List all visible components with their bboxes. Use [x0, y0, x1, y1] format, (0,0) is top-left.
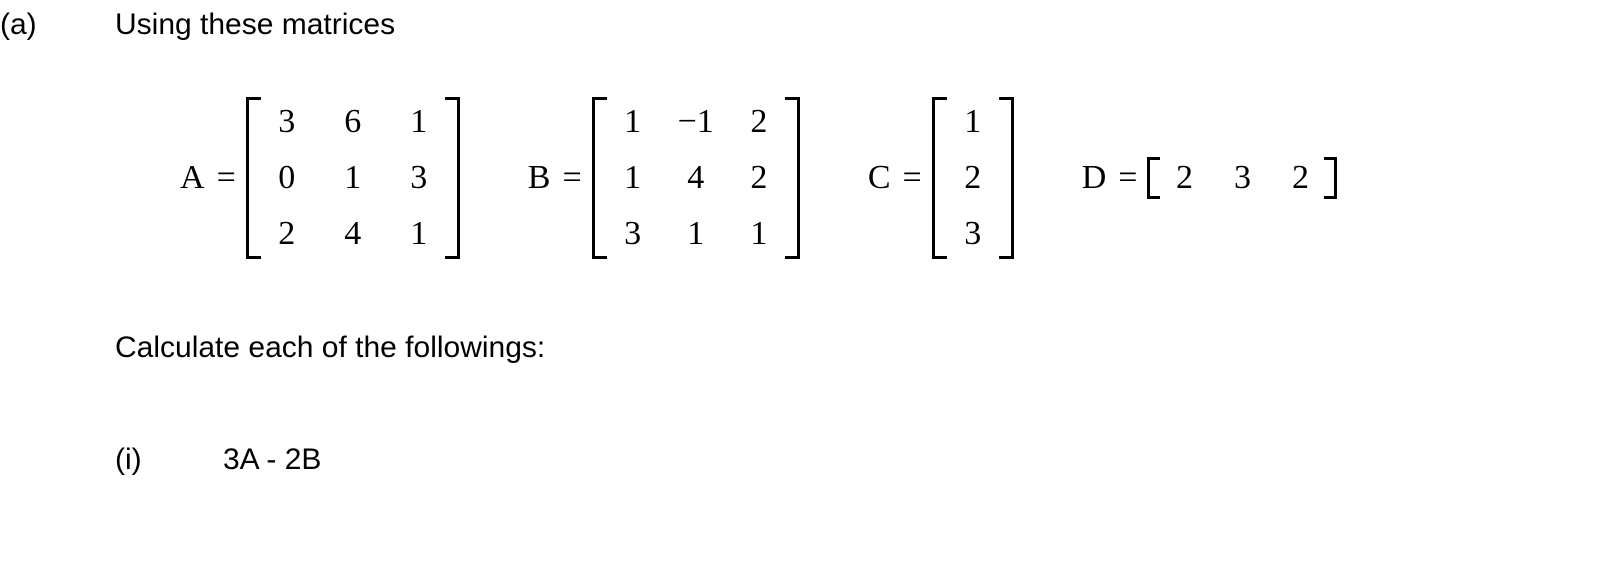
matrix-cell: 3	[404, 161, 434, 195]
matrix-D-name: D	[1082, 159, 1107, 197]
matrices-row: A = 361013241 B = 1−12142311 C = 123 D =…	[180, 97, 1619, 259]
subpart-label: (i)	[115, 443, 183, 477]
matrix-cell: 1	[404, 217, 434, 251]
matrix-cell: 4	[338, 217, 368, 251]
matrix-cell: 3	[618, 217, 648, 251]
part-label: (a)	[0, 8, 60, 42]
matrix-cell: 1	[618, 105, 648, 139]
matrix-C-name: C	[868, 159, 891, 197]
matrix-cell: 1	[404, 105, 434, 139]
matrix-cell: 3	[1227, 161, 1257, 195]
matrix-cell: 1	[338, 161, 368, 195]
matrix-cell: 4	[678, 161, 714, 195]
matrix-cell: 6	[338, 105, 368, 139]
equals-sign: =	[1118, 159, 1137, 197]
subpart-expression: 3A - 2B	[223, 443, 321, 477]
matrix-cell: 1	[618, 161, 648, 195]
matrix-cell: 2	[958, 161, 988, 195]
matrix-cell: 2	[1285, 161, 1315, 195]
matrix-cell: 1	[958, 105, 988, 139]
matrix-cell: −1	[678, 105, 714, 139]
matrix-A-name: A	[180, 159, 205, 197]
matrix-B-name: B	[528, 159, 551, 197]
equals-sign: =	[217, 159, 236, 197]
matrix-C-body: 1 2 3	[932, 97, 1014, 259]
matrix-cell: 3	[272, 105, 302, 139]
equals-sign: =	[562, 159, 581, 197]
matrix-C: C = 1 2 3	[868, 97, 1014, 259]
matrix-B-body: 1−12142311	[592, 97, 800, 259]
matrix-A-body: 3 6 1 0 1 3 2 4 1	[246, 97, 460, 259]
matrix-cell: 2	[744, 161, 774, 195]
matrix-A: A = 3 6 1 0 1 3 2 4 1	[180, 97, 460, 259]
matrix-cell: 1	[678, 217, 714, 251]
matrix-cell: 2	[272, 217, 302, 251]
matrix-cell: 1	[744, 217, 774, 251]
matrix-D: D = 232	[1082, 157, 1338, 199]
intro-text: Using these matrices	[115, 8, 395, 42]
matrix-cell: 2	[744, 105, 774, 139]
equals-sign: =	[903, 159, 922, 197]
matrix-cell: 3	[958, 217, 988, 251]
calculate-text: Calculate each of the followings:	[115, 331, 1619, 365]
matrix-cell: 0	[272, 161, 302, 195]
matrix-B: B = 1−12142311	[528, 97, 800, 259]
subpart-i: (i) 3A - 2B	[115, 443, 1619, 477]
matrix-cell: 2	[1169, 161, 1199, 195]
matrix-D-body: 232	[1147, 157, 1337, 199]
